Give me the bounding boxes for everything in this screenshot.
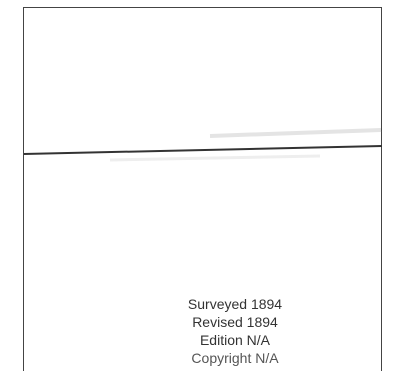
- boundary-line: [23, 145, 383, 155]
- map-frame: [23, 7, 382, 371]
- edition-text: Edition N/A: [199, 332, 271, 348]
- map-info-block: Surveyed 1894 Revised 1894 Edition N/A C…: [145, 295, 325, 367]
- faint-line-lower: [109, 154, 321, 162]
- faint-line-upper: [209, 128, 382, 138]
- copyright-text: Copyright N/A: [191, 350, 279, 366]
- surveyed-text: Surveyed 1894: [187, 296, 283, 312]
- revised-text: Revised 1894: [192, 314, 278, 330]
